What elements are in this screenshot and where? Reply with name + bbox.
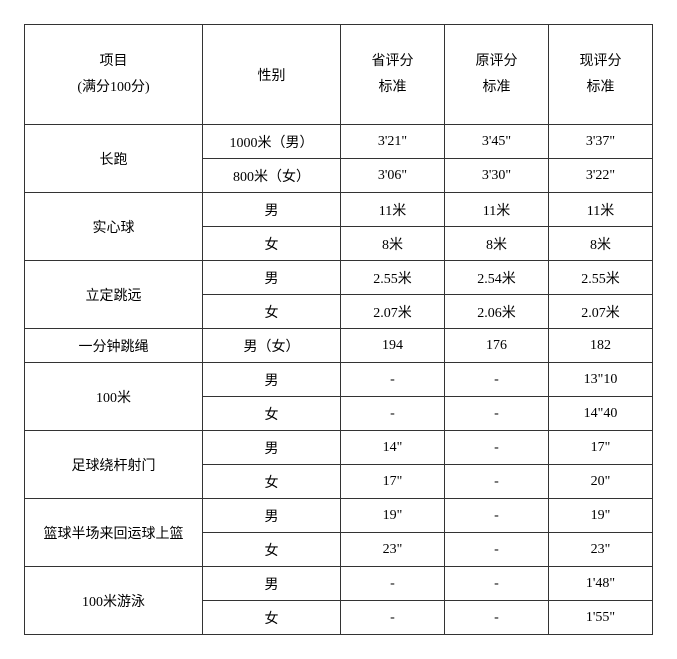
curr-cell: 2.07米	[549, 295, 653, 329]
event-label-line1: 项目	[27, 49, 200, 74]
event-cell: 一分钟跳绳	[25, 329, 203, 363]
prov-cell: 17"	[341, 465, 445, 499]
table-row: 100米男--13"10	[25, 363, 653, 397]
table-row: 100米游泳男--1'48"	[25, 567, 653, 601]
table-row: 足球绕杆射门男14"-17"	[25, 431, 653, 465]
orig-cell: 11米	[445, 193, 549, 227]
event-cell: 100米	[25, 363, 203, 431]
col-header-curr: 现评分 标准	[549, 25, 653, 125]
prov-cell: -	[341, 567, 445, 601]
col-header-orig: 原评分 标准	[445, 25, 549, 125]
curr-cell: 182	[549, 329, 653, 363]
table-header-row: 项目 (满分100分) 性别 省评分 标准 原评分 标准	[25, 25, 653, 125]
orig-cell: -	[445, 431, 549, 465]
orig-cell: -	[445, 397, 549, 431]
orig-cell: 2.06米	[445, 295, 549, 329]
gender-cell: 男	[203, 363, 341, 397]
curr-cell: 8米	[549, 227, 653, 261]
prov-cell: 8米	[341, 227, 445, 261]
gender-cell: 女	[203, 601, 341, 635]
orig-cell: 3'30"	[445, 159, 549, 193]
event-cell: 足球绕杆射门	[25, 431, 203, 499]
prov-cell: 3'06"	[341, 159, 445, 193]
table-row: 一分钟跳绳男（女）194176182	[25, 329, 653, 363]
curr-cell: 20"	[549, 465, 653, 499]
orig-cell: 8米	[445, 227, 549, 261]
prov-cell: -	[341, 363, 445, 397]
orig-cell: 2.54米	[445, 261, 549, 295]
curr-cell: 2.55米	[549, 261, 653, 295]
curr-cell: 1'48"	[549, 567, 653, 601]
gender-cell: 1000米（男）	[203, 125, 341, 159]
gender-cell: 800米（女）	[203, 159, 341, 193]
gender-cell: 女	[203, 295, 341, 329]
gender-cell: 男	[203, 431, 341, 465]
prov-cell: -	[341, 601, 445, 635]
curr-cell: 3'37"	[549, 125, 653, 159]
orig-cell: -	[445, 465, 549, 499]
prov-cell: -	[341, 397, 445, 431]
event-cell: 实心球	[25, 193, 203, 261]
curr-cell: 14"40	[549, 397, 653, 431]
gender-cell: 男	[203, 261, 341, 295]
curr-cell: 17"	[549, 431, 653, 465]
gender-cell: 男（女）	[203, 329, 341, 363]
curr-cell: 13"10	[549, 363, 653, 397]
event-label-line2: (满分100分)	[27, 75, 200, 100]
gender-cell: 女	[203, 533, 341, 567]
event-cell: 100米游泳	[25, 567, 203, 635]
standards-table: 项目 (满分100分) 性别 省评分 标准 原评分 标准	[24, 24, 653, 635]
gender-cell: 男	[203, 567, 341, 601]
prov-cell: 2.07米	[341, 295, 445, 329]
gender-cell: 男	[203, 193, 341, 227]
prov-cell: 14"	[341, 431, 445, 465]
event-cell: 长跑	[25, 125, 203, 193]
curr-cell: 23"	[549, 533, 653, 567]
orig-cell: -	[445, 601, 549, 635]
curr-cell: 3'22"	[549, 159, 653, 193]
gender-cell: 女	[203, 397, 341, 431]
orig-cell: 3'45"	[445, 125, 549, 159]
orig-cell: -	[445, 363, 549, 397]
prov-cell: 23"	[341, 533, 445, 567]
orig-cell: -	[445, 499, 549, 533]
prov-cell: 2.55米	[341, 261, 445, 295]
table-row: 实心球男11米11米11米	[25, 193, 653, 227]
table-row: 长跑1000米（男）3'21"3'45"3'37"	[25, 125, 653, 159]
table-row: 篮球半场来回运球上篮男19"-19"	[25, 499, 653, 533]
col-header-prov: 省评分 标准	[341, 25, 445, 125]
curr-cell: 19"	[549, 499, 653, 533]
table-body: 长跑1000米（男）3'21"3'45"3'37"800米（女）3'06"3'3…	[25, 125, 653, 635]
prov-cell: 19"	[341, 499, 445, 533]
prov-cell: 11米	[341, 193, 445, 227]
curr-cell: 11米	[549, 193, 653, 227]
orig-cell: 176	[445, 329, 549, 363]
event-cell: 立定跳远	[25, 261, 203, 329]
col-header-event: 项目 (满分100分)	[25, 25, 203, 125]
curr-cell: 1'55"	[549, 601, 653, 635]
prov-cell: 194	[341, 329, 445, 363]
gender-cell: 男	[203, 499, 341, 533]
gender-cell: 女	[203, 465, 341, 499]
orig-cell: -	[445, 567, 549, 601]
event-cell: 篮球半场来回运球上篮	[25, 499, 203, 567]
prov-cell: 3'21"	[341, 125, 445, 159]
gender-cell: 女	[203, 227, 341, 261]
col-header-gender: 性别	[203, 25, 341, 125]
table-row: 立定跳远男2.55米2.54米2.55米	[25, 261, 653, 295]
orig-cell: -	[445, 533, 549, 567]
